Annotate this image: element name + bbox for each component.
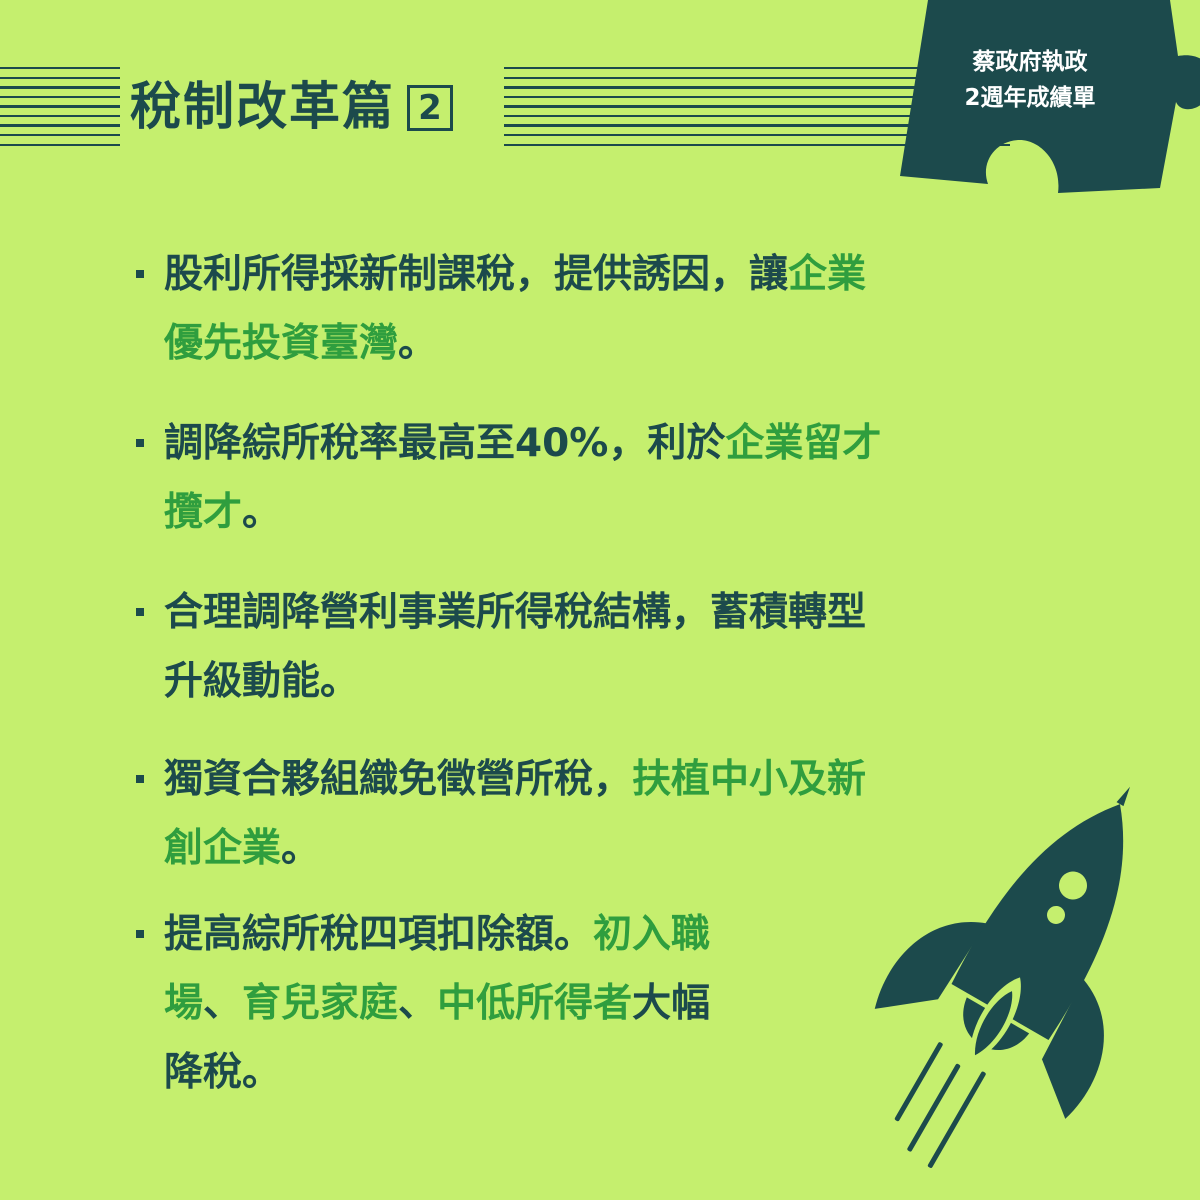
- decorative-lines-left: [0, 67, 120, 153]
- bullet-2-line-2: 攬才。: [164, 478, 1064, 547]
- badge-line-1: 蔡政府執政: [972, 49, 1088, 75]
- bullet-item-4: 獨資合夥組織免徵營所稅，扶植中小及新 創企業。: [130, 745, 1064, 883]
- bullet-text: 調降綜所稅率最高至40%，利於: [164, 421, 726, 466]
- highlight-text: 初入職: [593, 912, 711, 957]
- highlight-text: 中低所得者: [437, 981, 633, 1026]
- decorative-lines-right: [504, 67, 1010, 153]
- bullet-1-line-2: 優先投資臺灣。: [164, 309, 1064, 378]
- bullet-text: 降稅。: [164, 1050, 282, 1095]
- badge-line-2: 2週年成績單: [964, 85, 1096, 111]
- highlight-text: 扶植中小及新: [632, 757, 867, 802]
- title-number-box: 2: [407, 85, 454, 131]
- bullet-item-1: 股利所得採新制課稅，提供誘因，讓企業 優先投資臺灣。: [130, 240, 1064, 378]
- bullet-3-line-1: 合理調降營利事業所得稅結構，蓄積轉型: [164, 578, 1064, 647]
- highlight-text: 企業: [788, 252, 867, 297]
- bullet-4-line-1: 獨資合夥組織免徵營所稅，扶植中小及新: [164, 745, 1064, 814]
- bullet-5-line-2: 場、育兒家庭、中低所得者大幅: [164, 969, 864, 1038]
- page-title: 稅制改革篇 2: [130, 78, 454, 138]
- bullet-text: 、: [398, 981, 438, 1026]
- bullet-text: 提高綜所稅四項扣除額。: [164, 912, 594, 957]
- bullet-text: 、: [203, 981, 243, 1026]
- highlight-text: 企業留才: [725, 421, 882, 466]
- bullet-1-line-1: 股利所得採新制課稅，提供誘因，讓企業: [164, 240, 1064, 309]
- bullet-item-2: 調降綜所稅率最高至40%，利於企業留才 攬才。: [130, 409, 1064, 547]
- badge-label: 蔡政府執政 2週年成績單: [930, 44, 1130, 116]
- bullet-text: 升級動能。: [164, 659, 360, 704]
- bullet-text: 合理調降營利事業所得稅結構，蓄積轉型: [164, 590, 867, 635]
- bullet-text: 。: [281, 826, 321, 871]
- highlight-text: 攬才: [164, 490, 243, 535]
- bullet-item-3: 合理調降營利事業所得稅結構，蓄積轉型 升級動能。: [130, 578, 1064, 716]
- highlight-text: 場: [164, 981, 204, 1026]
- bullet-text: 。: [242, 490, 282, 535]
- bullet-2-line-1: 調降綜所稅率最高至40%，利於企業留才: [164, 409, 1064, 478]
- bullet-3-line-2: 升級動能。: [164, 647, 1064, 716]
- title-text: 稅制改革篇: [130, 78, 396, 137]
- bullet-4-line-2: 創企業。: [164, 814, 1064, 883]
- bullet-5-line-3: 降稅。: [164, 1038, 864, 1107]
- bullet-text: 大幅: [632, 981, 711, 1026]
- bullet-text: 。: [398, 321, 438, 366]
- bullet-item-5: 提高綜所稅四項扣除額。初入職 場、育兒家庭、中低所得者大幅 降稅。: [130, 900, 864, 1107]
- bullet-text: 股利所得採新制課稅，提供誘因，讓: [164, 252, 789, 297]
- highlight-text: 優先投資臺灣: [164, 321, 399, 366]
- bullet-5-line-1: 提高綜所稅四項扣除額。初入職: [164, 900, 864, 969]
- bullet-text: 獨資合夥組織免徵營所稅，: [164, 757, 633, 802]
- highlight-text: 創企業: [164, 826, 282, 871]
- highlight-text: 育兒家庭: [242, 981, 399, 1026]
